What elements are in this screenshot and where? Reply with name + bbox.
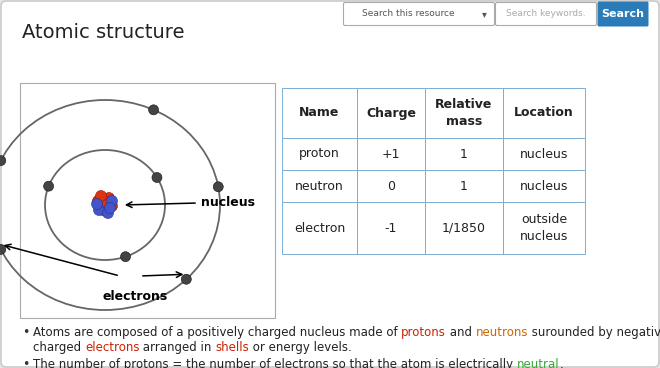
- Circle shape: [106, 201, 117, 212]
- Text: 1/1850: 1/1850: [442, 222, 486, 234]
- Text: or energy levels.: or energy levels.: [249, 341, 352, 354]
- Text: nucleus: nucleus: [201, 197, 255, 209]
- Text: Location: Location: [514, 106, 574, 120]
- Bar: [357, 138, 425, 170]
- Text: outside
nucleus: outside nucleus: [520, 213, 568, 243]
- Text: proton: proton: [299, 148, 340, 160]
- Bar: [357, 88, 425, 138]
- Text: Atoms are composed of a positively charged nucleus made of: Atoms are composed of a positively charg…: [33, 326, 401, 339]
- Text: •: •: [22, 326, 30, 339]
- Text: electrons: electrons: [102, 290, 168, 303]
- Text: arranged in: arranged in: [139, 341, 216, 354]
- Bar: [282, 170, 357, 202]
- Circle shape: [213, 182, 223, 192]
- Text: charged: charged: [33, 341, 85, 354]
- Text: Search keywords.: Search keywords.: [506, 10, 586, 18]
- Bar: [282, 202, 357, 254]
- Text: +1: +1: [381, 148, 400, 160]
- Bar: [425, 138, 503, 170]
- Text: and: and: [446, 326, 476, 339]
- Circle shape: [121, 252, 131, 262]
- Text: protons: protons: [401, 326, 446, 339]
- Circle shape: [0, 156, 6, 166]
- Text: neutral: neutral: [517, 358, 560, 368]
- Text: electron: electron: [294, 222, 345, 234]
- Text: neutron: neutron: [295, 180, 344, 192]
- Text: .: .: [560, 358, 563, 368]
- Circle shape: [92, 198, 102, 209]
- Circle shape: [148, 105, 158, 115]
- Text: nucleus: nucleus: [520, 148, 568, 160]
- Circle shape: [98, 205, 108, 216]
- Circle shape: [96, 191, 106, 202]
- Text: Relative
mass: Relative mass: [436, 98, 492, 128]
- Text: shells: shells: [216, 341, 249, 354]
- Text: •: •: [22, 358, 30, 368]
- Text: Atomic structure: Atomic structure: [22, 23, 185, 42]
- Text: neutrons: neutrons: [476, 326, 529, 339]
- Circle shape: [0, 244, 6, 254]
- Circle shape: [104, 202, 116, 213]
- Circle shape: [104, 192, 114, 204]
- Text: ▾: ▾: [482, 9, 486, 19]
- Circle shape: [94, 205, 104, 216]
- Bar: [503, 170, 585, 202]
- Text: electrons: electrons: [85, 341, 139, 354]
- Circle shape: [152, 173, 162, 183]
- Circle shape: [44, 181, 53, 191]
- Text: 1: 1: [460, 148, 468, 160]
- Bar: [425, 170, 503, 202]
- Bar: [282, 138, 357, 170]
- Text: The number of protons = the number of electrons so that the atom is electrically: The number of protons = the number of el…: [33, 358, 517, 368]
- Circle shape: [92, 195, 104, 206]
- Text: 0: 0: [387, 180, 395, 192]
- Bar: [503, 88, 585, 138]
- FancyBboxPatch shape: [20, 83, 275, 318]
- FancyBboxPatch shape: [597, 1, 649, 26]
- Text: Name: Name: [300, 106, 340, 120]
- Text: nucleus: nucleus: [520, 180, 568, 192]
- FancyBboxPatch shape: [496, 3, 597, 25]
- Text: -1: -1: [385, 222, 397, 234]
- Circle shape: [106, 195, 117, 206]
- Bar: [425, 202, 503, 254]
- Bar: [425, 88, 503, 138]
- Text: surounded by negatively: surounded by negatively: [529, 326, 660, 339]
- Circle shape: [100, 197, 112, 208]
- Bar: [282, 88, 357, 138]
- Text: 1: 1: [460, 180, 468, 192]
- Text: Search this resource: Search this resource: [362, 10, 454, 18]
- FancyBboxPatch shape: [343, 3, 494, 25]
- Bar: [503, 202, 585, 254]
- Text: Charge: Charge: [366, 106, 416, 120]
- Circle shape: [102, 208, 114, 219]
- Bar: [357, 202, 425, 254]
- Bar: [357, 170, 425, 202]
- Circle shape: [182, 274, 191, 284]
- Text: Search: Search: [601, 9, 645, 19]
- Bar: [503, 138, 585, 170]
